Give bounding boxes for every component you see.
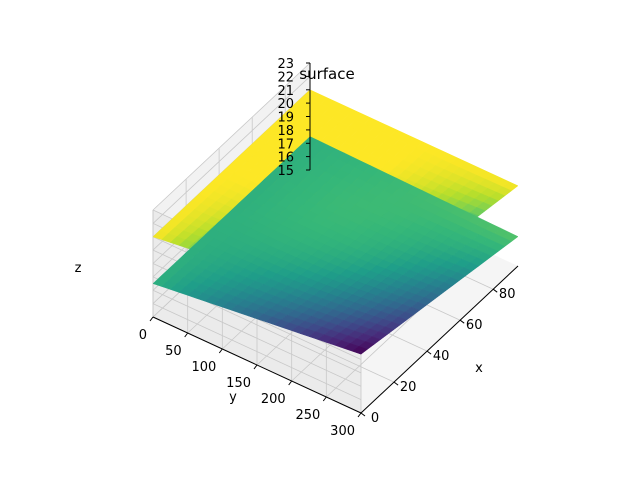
- y-tick-label: 50: [165, 344, 182, 359]
- x-axis-label: x: [475, 361, 483, 376]
- x-tick-mark: [426, 350, 432, 355]
- z-tick-label: 23: [277, 57, 294, 72]
- x-tick-label: 40: [433, 349, 450, 364]
- z-tick-label: 20: [277, 97, 294, 112]
- y-tick-label: 250: [295, 408, 320, 423]
- x-axis-ticks: 0 20 40 60 80: [360, 287, 516, 426]
- chart-title: surface: [299, 65, 354, 83]
- y-tick-mark: [149, 316, 154, 322]
- y-tick-mark: [288, 380, 293, 386]
- gridline-wall-z: [152, 289, 362, 387]
- x-tick-label: 20: [400, 380, 417, 395]
- y-tick-label: 300: [330, 424, 355, 439]
- x-axis-line: [360, 265, 519, 414]
- y-tick-mark: [253, 364, 258, 370]
- y-tick-label: 200: [261, 392, 286, 407]
- z-tick-label: 21: [277, 84, 294, 99]
- surface-cell: [351, 346, 369, 355]
- z-tick-label: 18: [277, 124, 294, 139]
- y-tick-label: 0: [139, 328, 147, 343]
- x-tick-mark: [360, 412, 366, 417]
- x-tick-label: 80: [499, 287, 516, 302]
- y-tick-mark: [184, 332, 189, 338]
- x-tick-label: 0: [371, 411, 379, 426]
- y-axis-ticks: 0 50 100 150 200 250 300: [139, 316, 362, 439]
- z-tick-label: 19: [277, 111, 294, 126]
- z-tick-label: 16: [277, 151, 294, 166]
- y-tick-label: 150: [226, 376, 251, 391]
- z-axis-label: z: [75, 261, 82, 276]
- z-tick-label: 15: [277, 164, 294, 179]
- gridline-wall-z: [152, 303, 362, 400]
- x-tick-mark: [492, 288, 498, 293]
- x-tick-label: 60: [466, 318, 483, 333]
- surface-2: [152, 136, 519, 355]
- x-tick-mark: [393, 381, 399, 386]
- y-tick-mark: [357, 412, 362, 418]
- surfaces: [152, 89, 519, 355]
- z-tick-label: 17: [277, 137, 294, 152]
- x-tick-mark: [459, 319, 465, 324]
- gridline-wall-z: [152, 76, 311, 224]
- gridline-wall-z: [152, 62, 311, 211]
- y-tick-mark: [322, 396, 327, 402]
- y-tick-label: 100: [191, 360, 216, 375]
- y-tick-mark: [218, 348, 223, 354]
- y-axis-label: y: [229, 390, 237, 405]
- z-tick-label: 22: [277, 70, 294, 85]
